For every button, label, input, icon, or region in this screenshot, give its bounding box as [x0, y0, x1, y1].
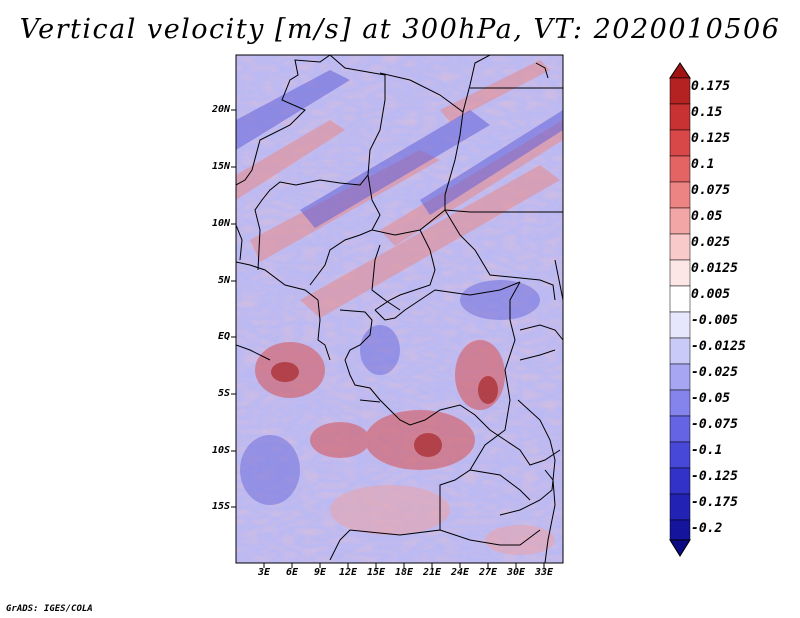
colorbar-segment: [669, 155, 691, 183]
colorbar-segment: [669, 441, 691, 469]
lon-label: 15E: [366, 567, 386, 578]
colorbar-segment: [669, 285, 691, 313]
country-borders: [236, 55, 563, 563]
colorbar-label: 0.125: [691, 131, 731, 146]
colorbar-segment: [669, 77, 691, 105]
colorbar-segment: [669, 233, 691, 261]
colorbar-label: 0.05: [691, 209, 723, 224]
lon-label: 33E: [534, 567, 554, 578]
lat-label: 15S: [211, 501, 230, 512]
colorbar-label: -0.05: [691, 391, 731, 406]
lon-ticks: [263, 563, 545, 568]
lon-label: 21E: [422, 567, 442, 578]
map-frame: [235, 54, 564, 564]
lon-label: 30E: [506, 567, 526, 578]
colorbar-label: 0.005: [691, 287, 731, 302]
colorbar-segment: [669, 311, 691, 339]
colorbar-bottom-triangle: [669, 539, 691, 557]
colorbar-label: 0.175: [691, 79, 731, 94]
lat-label: 15N: [211, 161, 230, 172]
colorbar-label: 0.1: [691, 157, 715, 172]
lon-label: 24E: [450, 567, 470, 578]
colorbar-segment: [669, 207, 691, 235]
colorbar-label: -0.0125: [691, 339, 746, 354]
lon-label: 6E: [285, 567, 299, 578]
lat-label: 5N: [217, 275, 230, 286]
colorbar-segment: [669, 259, 691, 287]
colorbar-segment: [669, 389, 691, 417]
colorbar-label: 0.075: [691, 183, 731, 198]
colorbar-segment: [669, 181, 691, 209]
lon-label: 9E: [313, 567, 327, 578]
lon-label: 27E: [478, 567, 498, 578]
colorbar-segment: [669, 493, 691, 521]
lat-label: EQ: [217, 331, 230, 342]
colorbar-segment: [669, 337, 691, 365]
colorbar-label: -0.1: [691, 443, 723, 458]
lat-label: 10N: [211, 218, 230, 229]
colorbar-label: -0.2: [691, 521, 723, 536]
colorbar-segment: [669, 103, 691, 131]
grads-credit: GrADS: IGES/COLA: [6, 604, 93, 614]
colorbar-label: -0.075: [691, 417, 738, 432]
colorbar-label: 0.0125: [691, 261, 738, 276]
colorbar-label: 0.15: [691, 105, 723, 120]
colorbar-label: -0.025: [691, 365, 738, 380]
lat-ticks: [231, 109, 236, 508]
map-title: Vertical velocity [m/s] at 300hPa, VT: 2…: [19, 14, 781, 45]
colorbar-segment: [669, 519, 691, 541]
colorbar-segment: [669, 129, 691, 157]
colorbar-label: 0.025: [691, 235, 731, 250]
colorbar-label: -0.125: [691, 469, 738, 484]
lon-label: 18E: [394, 567, 414, 578]
colorbar-label: -0.175: [691, 495, 738, 510]
lon-label: 3E: [257, 567, 271, 578]
lat-label: 10S: [211, 445, 230, 456]
lon-label: 12E: [338, 567, 358, 578]
colorbar-segment: [669, 467, 691, 495]
colorbar: [669, 62, 691, 557]
colorbar-top-triangle: [669, 62, 691, 79]
colorbar-label: -0.005: [691, 313, 738, 328]
lat-label: 20N: [211, 104, 230, 115]
vertical-velocity-field: [236, 55, 563, 563]
lat-label: 5S: [217, 388, 230, 399]
colorbar-segment: [669, 363, 691, 391]
colorbar-segment: [669, 415, 691, 443]
